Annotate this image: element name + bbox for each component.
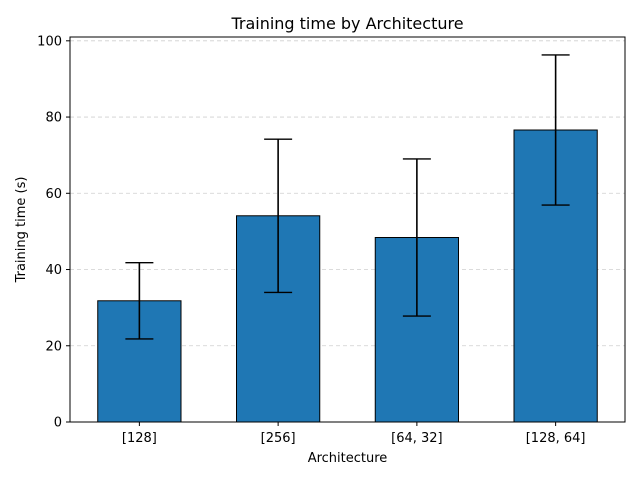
error-bars — [125, 54, 570, 340]
y-tick-label: 80 — [45, 111, 62, 126]
y-tick-label: 20 — [45, 339, 62, 354]
y-tick-label: 40 — [45, 263, 62, 278]
x-axis-ticks: [128] [256] [64, 32] [128, 64] — [122, 422, 586, 446]
y-axis-label: Training time (s) — [14, 177, 29, 284]
x-axis-label: Architecture — [308, 451, 388, 466]
x-tick-label: [256] — [261, 431, 296, 446]
bars — [97, 129, 598, 423]
y-tick-label: 100 — [37, 34, 62, 49]
x-tick-label: [128] — [122, 431, 157, 446]
y-tick-label: 60 — [45, 187, 62, 202]
plot-frame — [69, 36, 626, 423]
y-axis-ticks: 0 20 40 60 80 100 — [37, 34, 70, 431]
y-tick-label: 0 — [54, 416, 62, 431]
x-tick-label: [128, 64] — [526, 431, 586, 446]
x-tick-label: [64, 32] — [391, 431, 443, 446]
chart-title: Training time by Architecture — [230, 14, 463, 33]
